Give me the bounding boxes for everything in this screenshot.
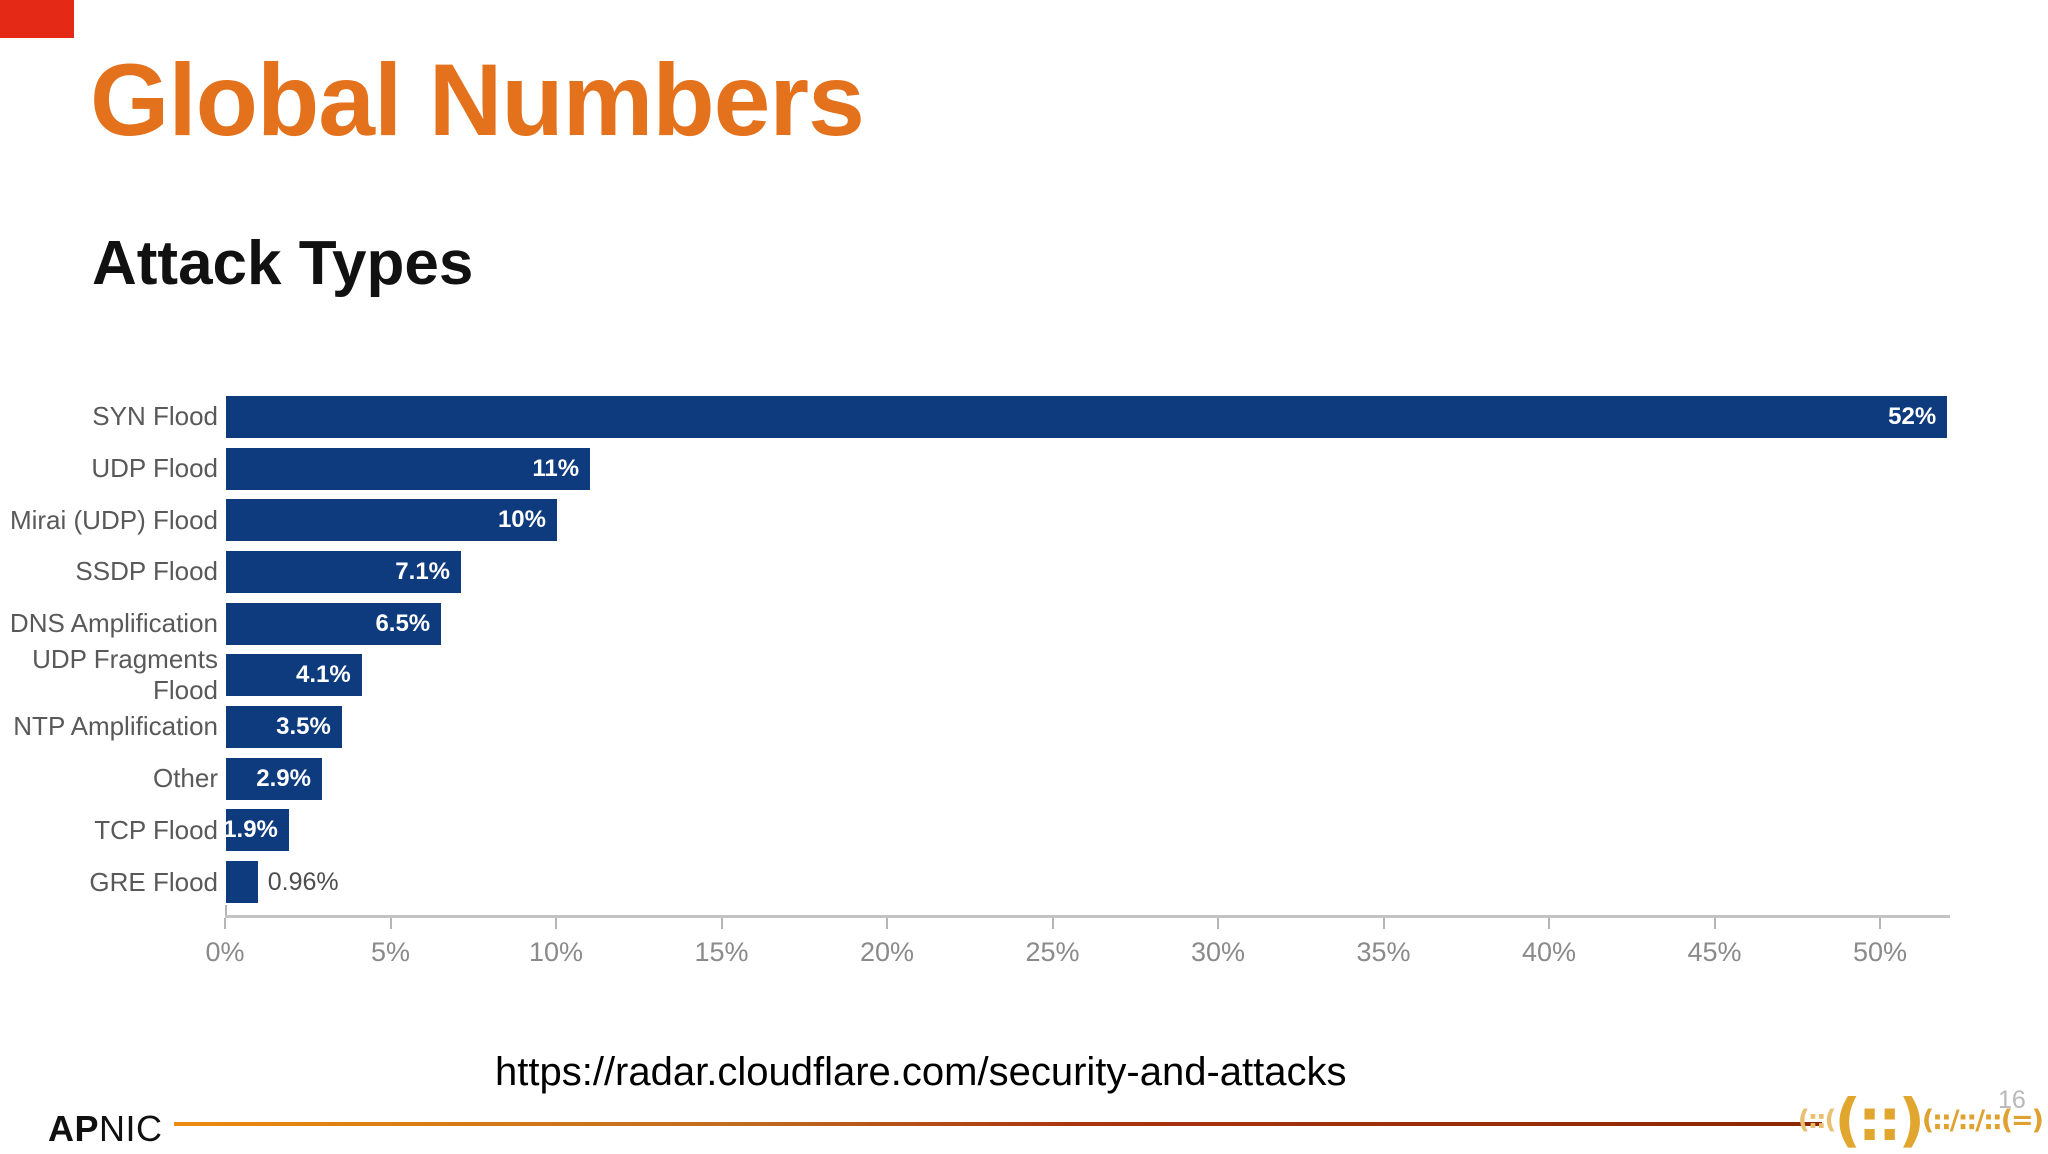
bar: 11% <box>226 447 591 490</box>
bar-row: NTP Amplification 3.5% <box>0 701 2048 753</box>
axis-tick <box>555 918 557 929</box>
bar-row: Mirai (UDP) Flood 10% <box>0 494 2048 546</box>
category-label: SSDP Flood <box>75 556 218 587</box>
category-label: TCP Flood <box>94 814 218 845</box>
chart-rows: SYN Flood 52% UDP Flood 11% Mirai (UDP) Floo… <box>0 391 2048 908</box>
bar-track: 3.5% <box>226 705 2048 748</box>
bar-chart: SYN Flood 52% UDP Flood 11% Mirai (UDP) Floo… <box>0 391 2048 908</box>
bar-track: 11% <box>226 447 2048 490</box>
axis-tick-label: 25% <box>1025 937 1080 967</box>
conference-logo-center-glyphs: (::) <box>1834 1086 1924 1154</box>
bar-row: UDP Fragments Flood 4.1% <box>0 644 2048 705</box>
category-label: NTP Amplification <box>13 711 218 742</box>
conference-logo-left-glyphs: (::( <box>1797 1105 1837 1135</box>
bar-value-label: 2.9% <box>256 764 311 792</box>
conference-logo: (::((::) (::/::/::(=) <box>1797 1086 2044 1154</box>
bar: 10% <box>226 499 557 542</box>
bar-value-label: 1.9% <box>223 816 278 844</box>
axis-origin-stub <box>225 905 227 915</box>
bar-value-label: 6.5% <box>375 609 431 637</box>
category-label: DNS Amplification <box>9 608 218 639</box>
bar: 2.9% <box>226 757 322 800</box>
axis-tick <box>1217 918 1219 929</box>
bar-track: 6.5% <box>226 602 2048 645</box>
axis-tick-label: 40% <box>1521 937 1577 967</box>
axis-tick-label: 45% <box>1687 937 1742 967</box>
page-title: Global Numbers <box>90 43 865 157</box>
bar-value-label: 11% <box>532 454 580 482</box>
axis-tick-label: 30% <box>1190 937 1246 967</box>
apnic-logo-light-part: NIC <box>99 1108 163 1149</box>
bar: 6.5% <box>226 602 442 645</box>
axis-tick <box>1382 918 1385 929</box>
axis-tick <box>1051 918 1054 929</box>
axis-tick <box>1713 918 1716 929</box>
category-label: UDP Flood <box>91 453 218 484</box>
axis-tick-label: 50% <box>1852 937 1908 967</box>
bar: 3.5% <box>226 705 342 748</box>
category-label: SYN Flood <box>92 401 218 432</box>
axis-tick-label: 35% <box>1356 937 1411 967</box>
axis-tick-label: 5% <box>370 937 411 967</box>
bar-track: 7.1% <box>226 550 2048 593</box>
bar-row: DNS Amplification 6.5% <box>0 598 2048 650</box>
category-label: Other <box>152 763 218 794</box>
corner-accent-rectangle <box>0 0 74 38</box>
axis-tick <box>1548 918 1550 929</box>
bar-value-label: 10% <box>497 506 546 534</box>
bar: 52% <box>226 395 1948 438</box>
apnic-logo: APNIC <box>48 1108 163 1150</box>
apnic-logo-bold-part: AP <box>48 1108 100 1149</box>
axis-tick <box>886 918 888 929</box>
bar-row: UDP Flood 11% <box>0 443 2048 495</box>
bar-track: 4.1% <box>226 654 2048 697</box>
bar-value-label: 0.96% <box>267 867 339 896</box>
bar-track: 2.9% <box>226 757 2048 800</box>
bar <box>226 861 258 904</box>
bar-value-label: 52% <box>1888 402 1937 430</box>
bar-row: Other 2.9% <box>0 753 2048 805</box>
bar-value-label: 7.1% <box>395 557 450 585</box>
category-label: GRE Flood <box>89 866 218 897</box>
bar-row: SSDP Flood 7.1% <box>0 546 2048 598</box>
chart-title: Attack Types <box>92 229 474 298</box>
bar-value-label: 3.5% <box>276 712 331 740</box>
source-url-text: https://radar.cloudflare.com/security-an… <box>495 1050 1347 1094</box>
footer-divider-line <box>174 1122 1822 1126</box>
axis-tick <box>389 918 392 929</box>
bar-value-label: 4.1% <box>296 661 351 689</box>
axis-tick-label: 15% <box>694 937 749 967</box>
conference-logo-right-glyphs: (::/::/::(=) <box>1921 1104 2044 1136</box>
axis-tick-label: 20% <box>859 937 915 967</box>
page-number: 16 <box>1998 1086 2026 1114</box>
x-axis: 0% 5% 10% 15% 20% 25% 30% 35% 40% 45% 50% <box>205 905 1950 967</box>
bar: 1.9% <box>223 809 289 852</box>
axis-tick <box>224 918 226 929</box>
axis-tick-label: 0% <box>205 937 245 967</box>
bar-row: GRE Flood 0.96% <box>0 856 2048 908</box>
bar-track: 1.9% <box>223 809 2048 852</box>
bar-track: 10% <box>226 499 2048 542</box>
bar-track: 52% <box>226 395 2048 438</box>
bar-row: SYN Flood 52% <box>0 391 2048 443</box>
bar: 7.1% <box>226 550 461 593</box>
axis-tick <box>1879 918 1881 929</box>
category-label: Mirai (UDP) Flood <box>9 504 218 535</box>
axis-tick-label: 10% <box>528 937 584 967</box>
axis-tick <box>720 918 723 929</box>
bar-track: 0.96% <box>226 861 2048 904</box>
bar-row: TCP Flood 1.9% <box>0 805 2048 857</box>
category-label: UDP Fragments Flood <box>32 644 218 706</box>
bar: 4.1% <box>226 654 362 697</box>
